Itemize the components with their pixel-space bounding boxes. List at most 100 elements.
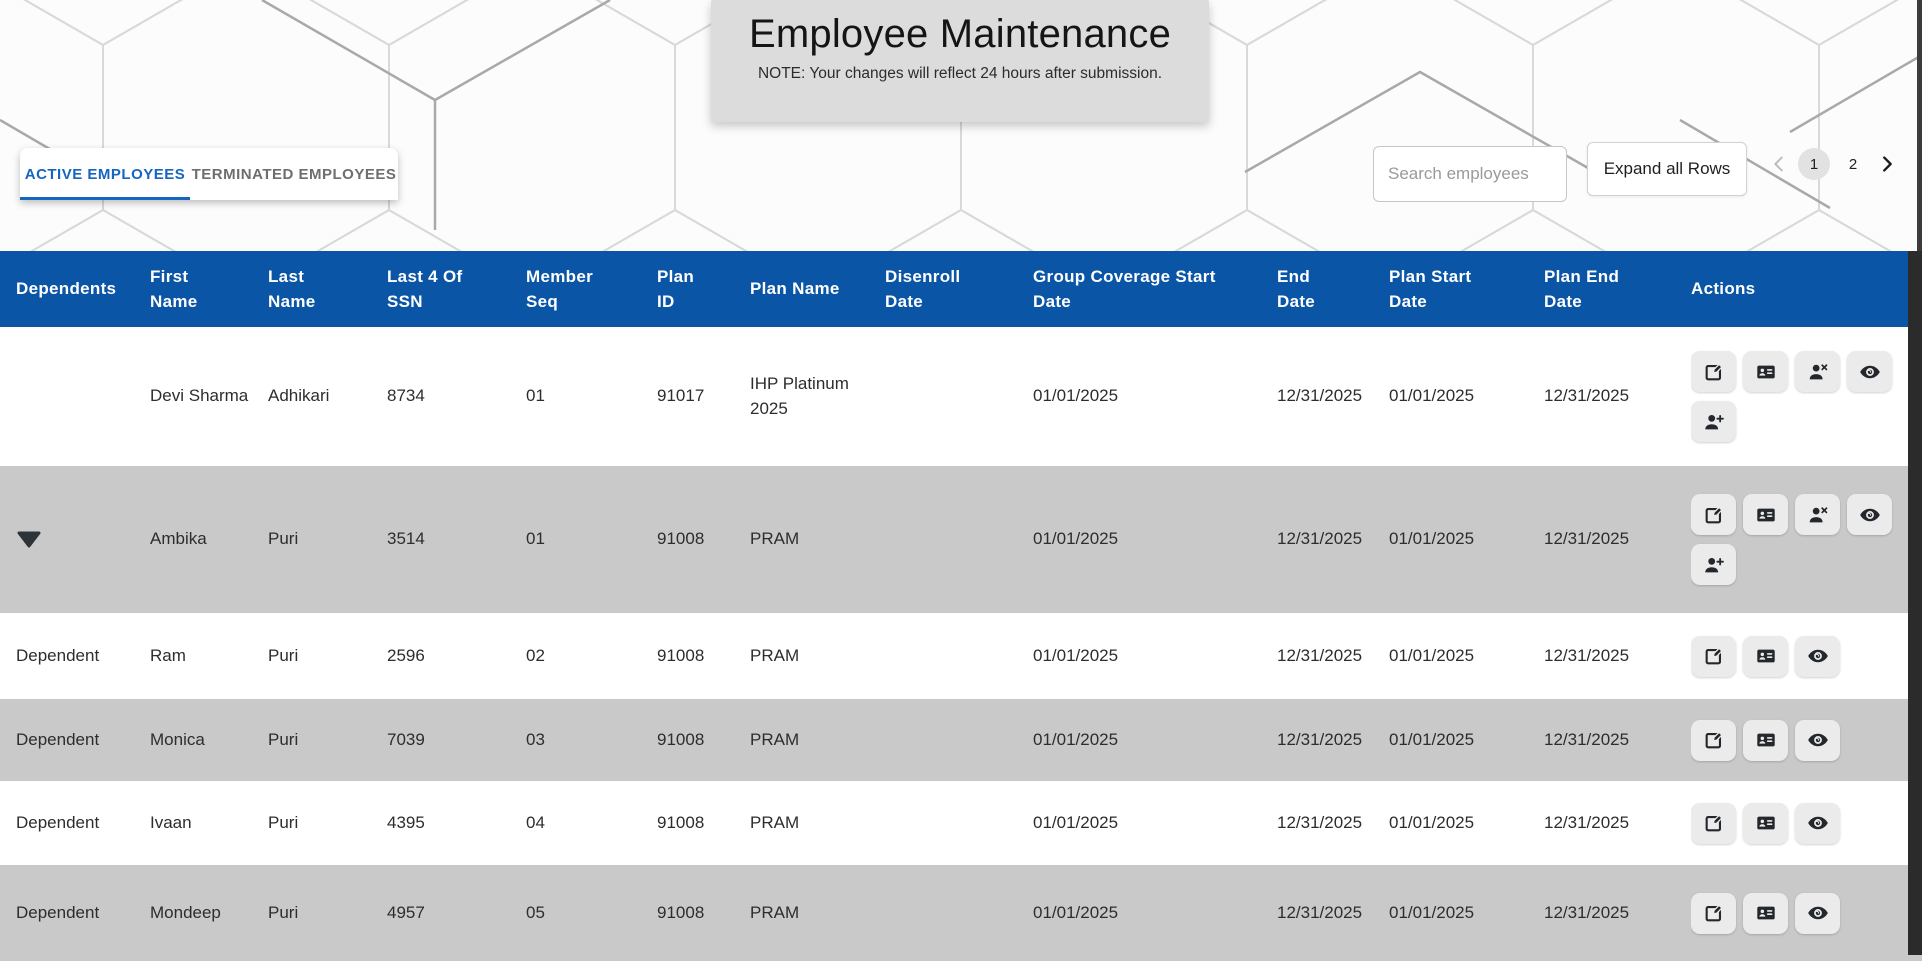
- cell-first-name: Ambika: [150, 466, 268, 613]
- edit-icon: [1705, 362, 1723, 380]
- member-card-button[interactable]: [1743, 892, 1788, 934]
- person-add-icon: [1704, 557, 1724, 572]
- cell-plan-name: PRAM: [750, 781, 885, 865]
- table-row: Devi Sharma Adhikari 8734 01 91017 IHP P…: [0, 327, 1922, 466]
- page-title: Employee Maintenance: [748, 12, 1172, 56]
- cell-member-seq: 05: [526, 865, 657, 961]
- cell-actions: [1691, 781, 1922, 865]
- cell-member-seq: 01: [526, 327, 657, 466]
- view-button[interactable]: [1795, 802, 1840, 844]
- column-header-plan-name: Plan Name: [750, 251, 885, 327]
- cell-plan-id: 91008: [657, 613, 750, 699]
- cell-plan-name: PRAM: [750, 865, 885, 961]
- eye-icon: [1807, 906, 1828, 920]
- expand-all-rows-button[interactable]: Expand all Rows: [1587, 142, 1747, 196]
- column-header-dependents: Dependents: [0, 251, 150, 327]
- tab-active-employees[interactable]: ACTIVE EMPLOYEES: [20, 148, 190, 200]
- view-button[interactable]: [1795, 719, 1840, 761]
- column-header-actions: Actions: [1691, 251, 1922, 327]
- cell-last-name: Puri: [268, 781, 387, 865]
- pagination-page-2[interactable]: 2: [1838, 155, 1868, 174]
- eye-icon: [1859, 365, 1880, 378]
- terminate-member-button[interactable]: [1795, 351, 1840, 392]
- view-button[interactable]: [1795, 635, 1840, 677]
- member-card-button[interactable]: [1743, 494, 1788, 535]
- collapse-dependents-button[interactable]: [16, 530, 42, 549]
- add-dependent-button[interactable]: [1691, 401, 1736, 442]
- cell-last4-ssn: 3514: [387, 466, 526, 613]
- cell-plan-start-date: 01/01/2025: [1389, 699, 1544, 781]
- table-row: Dependent Ivaan Puri 4395 04 91008 PRAM …: [0, 781, 1922, 865]
- cell-dependents: Dependent: [0, 699, 150, 781]
- cell-last-name: Adhikari: [268, 327, 387, 466]
- member-card-button[interactable]: [1743, 351, 1788, 392]
- cell-end-date: 12/31/2025: [1277, 699, 1389, 781]
- pagination-page-1[interactable]: 1: [1798, 148, 1830, 180]
- cell-plan-end-date: 12/31/2025: [1544, 865, 1691, 961]
- member-card-button[interactable]: [1743, 719, 1788, 761]
- view-button[interactable]: [1847, 494, 1892, 535]
- member-card-button[interactable]: [1743, 635, 1788, 677]
- cell-actions: [1691, 865, 1922, 961]
- cell-first-name: Ram: [150, 613, 268, 699]
- column-header-plan-end-date: Plan End Date: [1544, 251, 1691, 327]
- scrollbar[interactable]: [1908, 251, 1922, 955]
- table-row: Dependent Monica Puri 7039 03 91008 PRAM…: [0, 699, 1922, 781]
- edit-button[interactable]: [1691, 802, 1736, 844]
- cell-end-date: 12/31/2025: [1277, 327, 1389, 466]
- view-button[interactable]: [1795, 892, 1840, 934]
- edit-icon: [1705, 904, 1723, 922]
- employee-tabs: ACTIVE EMPLOYEES TERMINATED EMPLOYEES: [20, 148, 398, 200]
- cell-actions: [1691, 466, 1922, 613]
- column-header-disenroll-date: Disenroll Date: [885, 251, 1033, 327]
- cell-last-name: Puri: [268, 613, 387, 699]
- cell-last-name: Puri: [268, 699, 387, 781]
- cell-plan-id: 91008: [657, 699, 750, 781]
- cell-disenroll-date: [885, 613, 1033, 699]
- cell-plan-start-date: 01/01/2025: [1389, 781, 1544, 865]
- table-header-row: Dependents First Name Last Name Last 4 O…: [0, 251, 1922, 327]
- note-text: NOTE: Your changes will reflect 24 hours…: [757, 65, 1163, 82]
- cell-plan-name: IHP Platinum 2025: [750, 327, 885, 466]
- chevron-right-icon: [1883, 156, 1892, 172]
- edit-button[interactable]: [1691, 719, 1736, 761]
- search-input[interactable]: [1373, 146, 1567, 202]
- view-button[interactable]: [1847, 351, 1892, 392]
- tab-terminated-employees[interactable]: TERMINATED EMPLOYEES: [191, 165, 397, 183]
- column-header-member-seq: Member Seq: [526, 251, 657, 327]
- edit-icon: [1705, 647, 1723, 665]
- pagination-next-button[interactable]: [1876, 153, 1898, 175]
- cell-plan-name: PRAM: [750, 613, 885, 699]
- eye-icon: [1807, 733, 1828, 747]
- column-header-group-coverage-start-date: Group Coverage Start Date: [1033, 251, 1277, 327]
- cell-group-coverage-start-date: 01/01/2025: [1033, 466, 1277, 613]
- edit-button[interactable]: [1691, 635, 1736, 677]
- cell-group-coverage-start-date: 01/01/2025: [1033, 699, 1277, 781]
- cell-disenroll-date: [885, 327, 1033, 466]
- pagination-prev-button[interactable]: [1768, 153, 1790, 175]
- column-header-first-name: First Name: [150, 251, 268, 327]
- cell-plan-id: 91017: [657, 327, 750, 466]
- member-card-button[interactable]: [1743, 802, 1788, 844]
- cell-plan-end-date: 12/31/2025: [1544, 699, 1691, 781]
- cell-plan-id: 91008: [657, 781, 750, 865]
- id-card-icon: [1756, 733, 1775, 747]
- cell-first-name: Ivaan: [150, 781, 268, 865]
- cell-group-coverage-start-date: 01/01/2025: [1033, 865, 1277, 961]
- column-header-last4-ssn: Last 4 Of SSN: [387, 251, 526, 327]
- edit-icon: [1705, 731, 1723, 749]
- edit-button[interactable]: [1691, 494, 1736, 535]
- cell-last4-ssn: 2596: [387, 613, 526, 699]
- add-dependent-button[interactable]: [1691, 544, 1736, 585]
- edit-button[interactable]: [1691, 892, 1736, 934]
- edit-button[interactable]: [1691, 351, 1736, 392]
- terminate-member-button[interactable]: [1795, 494, 1840, 535]
- id-card-icon: [1756, 906, 1775, 920]
- employees-table: Dependents First Name Last Name Last 4 O…: [0, 251, 1922, 961]
- cell-plan-name: PRAM: [750, 699, 885, 781]
- column-header-last-name: Last Name: [268, 251, 387, 327]
- cell-plan-end-date: 12/31/2025: [1544, 466, 1691, 613]
- cell-plan-start-date: 01/01/2025: [1389, 327, 1544, 466]
- cell-last4-ssn: 8734: [387, 327, 526, 466]
- cell-end-date: 12/31/2025: [1277, 613, 1389, 699]
